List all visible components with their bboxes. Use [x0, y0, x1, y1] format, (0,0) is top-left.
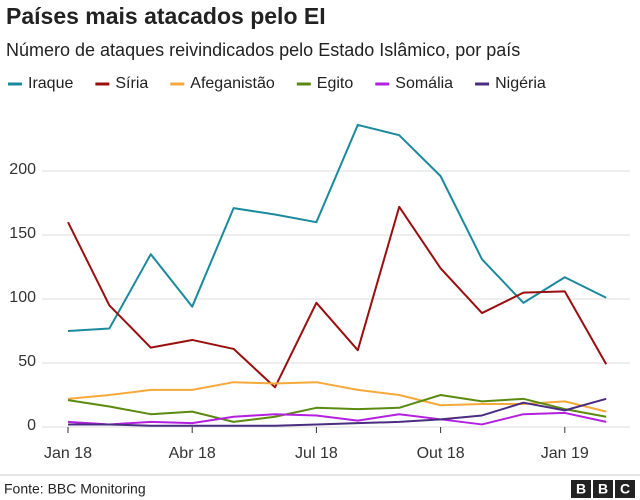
y-tick-label: 150: [9, 225, 36, 242]
x-tick-label: Jul 18: [295, 445, 338, 462]
logo-box: [593, 480, 613, 498]
chart-subtitle: Número de ataques reivindicados pelo Est…: [6, 40, 520, 60]
logo-letter: B: [576, 481, 586, 497]
logo-letter: B: [598, 481, 608, 497]
legend-label: Iraque: [28, 75, 73, 92]
series-line: [68, 397, 607, 427]
legend-label: Nigéria: [495, 75, 546, 92]
chart-title: Países mais atacados pelo EI: [6, 3, 326, 29]
legend-label: Somália: [395, 75, 453, 92]
series-line: [67, 411, 607, 426]
legend-label: Egito: [317, 75, 354, 92]
y-tick-label: 50: [18, 353, 36, 370]
series-line: [67, 205, 608, 389]
legend-label: Afeganistão: [190, 75, 275, 92]
logo-box: [571, 480, 591, 498]
x-tick-label: Out 18: [417, 445, 465, 462]
y-tick-label: 0: [27, 417, 36, 434]
logo-box: [615, 480, 635, 498]
y-tick-label: 200: [9, 161, 36, 178]
series-line: [67, 123, 607, 332]
x-tick-label: Jan 18: [44, 445, 92, 462]
logo-letter: C: [620, 481, 630, 497]
series-line: [67, 394, 607, 423]
source: Fonte: BBC Monitoring: [4, 481, 146, 497]
legend-label: Síria: [115, 75, 148, 92]
x-tick-label: Abr 18: [169, 445, 216, 462]
y-tick-label: 100: [9, 289, 36, 306]
series-line: [67, 381, 607, 413]
x-tick-label: Jan 19: [541, 445, 589, 462]
